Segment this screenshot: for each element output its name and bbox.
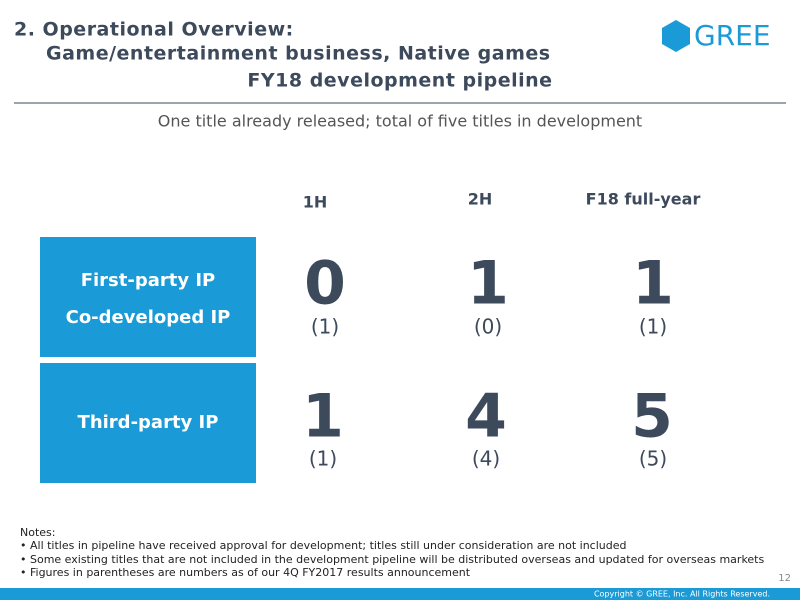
row-box [40, 363, 256, 483]
previous-value: (0) [474, 315, 502, 339]
column-header: 1H [303, 193, 328, 212]
note: • All titles in pipeline have received a… [20, 539, 627, 552]
logo-icon [662, 20, 690, 52]
footer-bar [0, 588, 800, 600]
row-label: First-party IP [81, 270, 216, 291]
title: 2. Operational Overview: [14, 19, 294, 41]
value: 1 [302, 382, 344, 452]
row-label: Third-party IP [78, 412, 219, 433]
previous-value: (1) [311, 315, 339, 339]
row-box [40, 237, 256, 357]
notes-heading: Notes: [20, 526, 55, 539]
logo: GREE [694, 19, 771, 52]
value: 0 [304, 249, 346, 319]
column-header: F18 full-year [586, 190, 701, 209]
title: Game/entertainment business, Native game… [46, 43, 551, 65]
title: FY18 development pipeline [247, 70, 552, 92]
previous-value: (5) [639, 447, 667, 471]
previous-value: (1) [309, 447, 337, 471]
previous-value: (1) [639, 315, 667, 339]
copyright: Copyright © GREE, Inc. All Rights Reserv… [594, 590, 770, 599]
subtitle: One title already released; total of fiv… [158, 112, 642, 131]
page-number: 12 [778, 573, 791, 584]
note: • Some existing titles that are not incl… [20, 553, 764, 566]
value: 5 [631, 382, 673, 452]
value: 1 [632, 249, 674, 319]
row-label: Co-developed IP [66, 307, 231, 328]
column-header: 2H [468, 190, 493, 209]
value: 4 [465, 382, 507, 452]
value: 1 [467, 249, 509, 319]
note: • Figures in parentheses are numbers as … [20, 566, 471, 579]
previous-value: (4) [472, 447, 500, 471]
